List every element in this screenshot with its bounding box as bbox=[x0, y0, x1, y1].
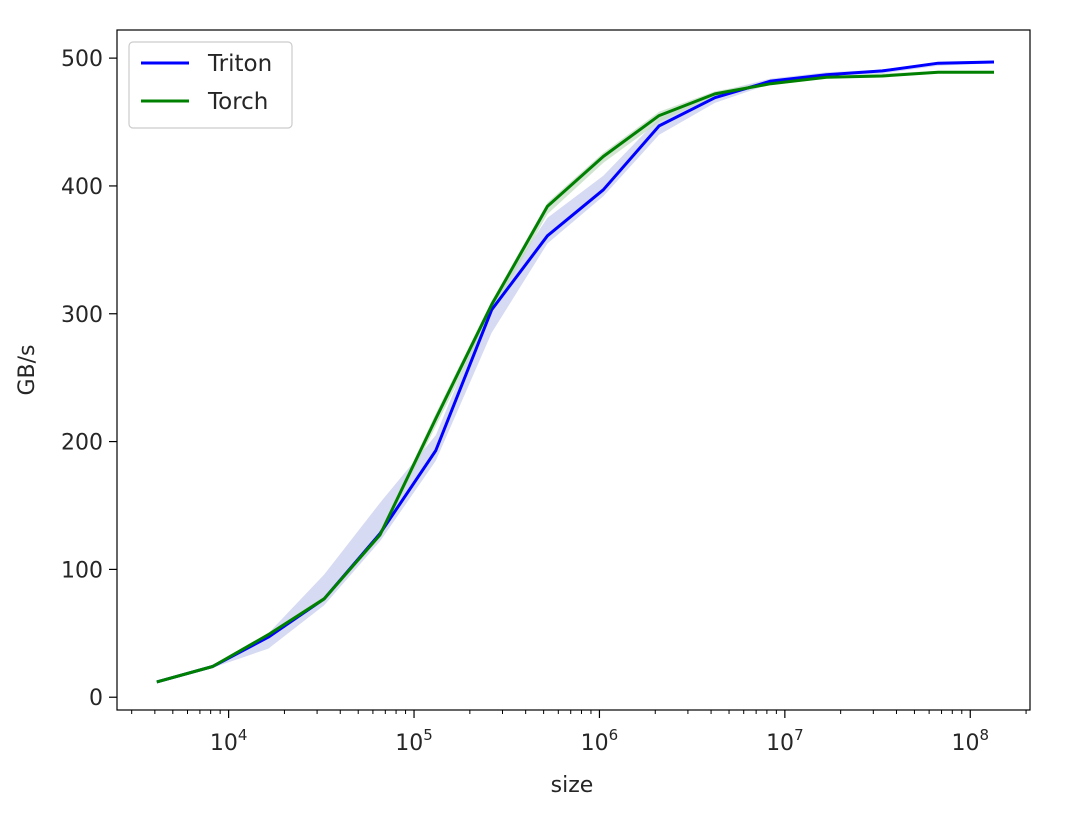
y-axis-ticks: 0 100 200 300 400 500 bbox=[61, 47, 117, 711]
series-lines bbox=[156, 60, 995, 684]
y-tick-label: 0 bbox=[89, 686, 103, 711]
plot-frame bbox=[116, 29, 1031, 711]
x-tick-label: 105 bbox=[395, 726, 433, 756]
y-tick-label: 300 bbox=[61, 303, 103, 328]
y-tick-label: 400 bbox=[61, 175, 103, 200]
legend: Triton Torch bbox=[128, 41, 293, 129]
legend-label-torch: Torch bbox=[207, 89, 268, 115]
y-axis-label: GB/s bbox=[15, 344, 40, 395]
x-tick-label: 104 bbox=[210, 726, 248, 756]
y-tick-label: 500 bbox=[61, 47, 103, 72]
series-line-torch bbox=[156, 70, 994, 684]
y-tick-label: 200 bbox=[61, 431, 103, 456]
x-axis-label: size bbox=[551, 773, 594, 798]
x-tick-label: 106 bbox=[581, 726, 619, 756]
confidence-bands bbox=[156, 60, 995, 684]
x-axis-minor-ticks bbox=[131, 710, 1027, 714]
x-axis-ticks: 104 105 106 107 108 bbox=[210, 710, 989, 756]
legend-label-triton: Triton bbox=[207, 51, 272, 77]
y-tick-label: 100 bbox=[61, 558, 103, 583]
x-tick-label: 108 bbox=[951, 726, 989, 756]
x-tick-label: 107 bbox=[766, 726, 804, 756]
band-triton bbox=[156, 60, 995, 684]
